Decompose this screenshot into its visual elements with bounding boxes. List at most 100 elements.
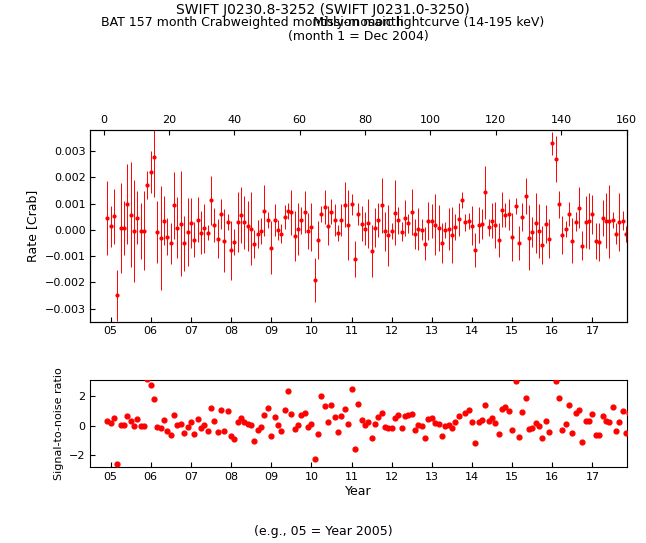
Point [263,403,273,412]
Point [440,422,450,431]
Point [286,410,297,419]
Point [547,370,557,378]
Point [296,411,306,420]
Point [236,414,246,422]
Point [185,418,196,426]
Point [410,425,421,434]
Point [145,381,156,389]
Point [587,410,598,419]
Point [437,431,447,440]
Point [504,407,514,415]
Point [233,418,243,426]
Point [132,415,143,424]
Point [269,413,280,421]
Point [162,427,172,435]
Point [136,422,146,431]
X-axis label: Year: Year [345,484,372,497]
Point [349,445,360,453]
Text: (month 1 = Dec 2004): (month 1 = Dec 2004) [288,30,429,43]
Point [176,420,186,428]
Point [366,433,377,442]
Point [172,420,183,429]
Point [165,431,176,440]
Point [524,425,534,434]
Point [403,411,413,420]
Point [397,424,407,433]
Point [266,431,276,440]
Point [490,418,501,427]
Point [567,428,578,437]
Point [393,411,404,420]
Point [570,409,581,418]
Point [213,428,223,437]
Point [467,418,477,427]
Point [313,430,323,438]
Point [584,417,594,426]
Point [226,432,236,440]
Point [604,418,614,427]
Point [179,428,189,437]
Point [323,418,333,427]
Point [564,401,574,410]
Point [527,424,537,432]
Point [289,425,300,433]
Point [273,421,283,430]
Point [239,417,249,426]
Point [590,430,601,439]
Point [561,419,571,428]
Point [386,424,397,433]
Point [550,376,561,385]
Point [554,394,564,402]
Point [443,421,453,430]
Point [116,421,126,430]
Point [276,427,286,435]
Point [326,400,337,409]
Point [249,437,260,445]
Point [618,407,628,416]
Point [293,421,303,430]
Point [541,416,551,425]
Point [530,418,541,427]
Point [360,420,370,429]
Point [487,414,497,422]
Point [357,416,367,425]
Point [363,418,373,426]
Point [317,392,327,400]
Point [125,417,136,426]
Point [453,412,464,421]
Point [423,414,433,423]
Point [169,411,180,419]
Point [574,406,584,414]
Point [578,438,588,446]
Point [514,433,524,441]
Point [507,426,517,434]
Point [300,408,310,417]
Point [102,416,112,425]
Point [142,375,152,384]
Point [470,438,481,447]
Point [209,417,220,426]
Point [306,420,317,428]
Point [109,414,119,423]
Point [199,420,209,429]
Point [621,429,631,438]
Point [457,370,467,378]
Point [450,418,461,426]
Point [256,422,266,431]
Text: Mission month: Mission month [313,16,404,29]
Point [383,424,393,433]
Point [122,412,132,420]
Point [243,419,253,428]
Point [320,401,330,410]
Point [343,419,353,428]
Point [152,422,163,431]
Point [537,433,547,442]
Point [377,408,387,417]
Point [420,434,430,443]
Point [480,400,490,409]
Point [370,420,380,428]
Point [413,421,424,430]
Point [303,422,313,431]
Point [119,420,129,429]
Point [624,409,634,418]
